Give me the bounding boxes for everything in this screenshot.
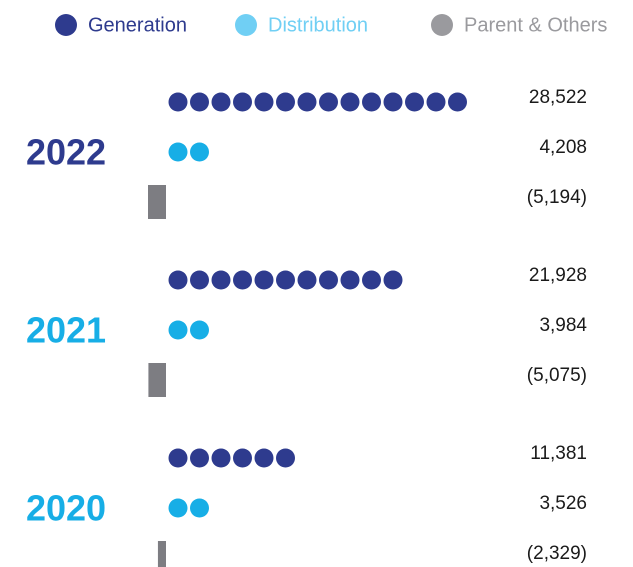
value-label: 3,984 <box>539 315 587 336</box>
dot <box>319 92 338 112</box>
dot <box>190 142 209 162</box>
bar <box>157 541 166 567</box>
legend-swatch <box>235 14 257 36</box>
dot <box>190 92 209 112</box>
value-label: (2,329) <box>527 543 587 564</box>
legend-label: Distribution <box>268 14 368 36</box>
dot <box>319 270 338 290</box>
dot <box>254 448 274 468</box>
dot-row <box>168 320 209 340</box>
dot <box>168 448 188 468</box>
dot <box>168 142 188 162</box>
dot-row <box>168 142 209 162</box>
dot <box>276 92 295 112</box>
dot <box>211 92 231 112</box>
dot <box>233 448 252 468</box>
dot <box>211 448 231 468</box>
value-label: 4,208 <box>539 137 587 158</box>
dot <box>233 92 252 112</box>
legend-item: Distribution <box>235 14 368 36</box>
dot <box>405 92 424 112</box>
legend-item: Parent & Others <box>431 14 607 36</box>
dot-row <box>168 270 403 290</box>
dot <box>362 270 381 290</box>
dot <box>190 270 209 290</box>
legend-label: Generation <box>88 14 187 36</box>
dot <box>383 92 403 112</box>
value-label: (5,075) <box>527 365 587 386</box>
dot <box>383 270 403 290</box>
value-label: 11,381 <box>530 443 587 464</box>
dot <box>448 92 467 112</box>
value-label: (5,194) <box>527 187 587 208</box>
legend-swatch <box>55 14 77 36</box>
dot <box>276 270 295 290</box>
bar <box>148 185 166 219</box>
legend-swatch <box>431 14 453 36</box>
value-label: 3,526 <box>539 493 587 514</box>
dot <box>168 92 188 112</box>
dot <box>426 92 446 112</box>
year-label: 2022 <box>26 132 106 173</box>
legend-item: Generation <box>55 14 187 36</box>
dot <box>362 92 381 112</box>
dot <box>190 448 209 468</box>
dot-row <box>168 448 295 468</box>
dot-row <box>168 498 209 518</box>
dot <box>168 498 188 518</box>
dot <box>297 270 317 290</box>
dot <box>190 320 209 340</box>
dot <box>168 270 188 290</box>
bar <box>148 363 166 397</box>
value-label: 21,928 <box>529 265 587 286</box>
dot <box>211 270 231 290</box>
dot-row <box>168 92 467 112</box>
dot <box>254 92 274 112</box>
dot <box>276 448 295 468</box>
dot <box>168 320 188 340</box>
legend-label: Parent & Others <box>464 14 607 36</box>
dot <box>297 92 317 112</box>
year-label: 2020 <box>26 488 106 529</box>
dot <box>233 270 252 290</box>
value-label: 28,522 <box>529 87 587 108</box>
dot <box>340 270 360 290</box>
year-label: 2021 <box>26 310 106 351</box>
dot <box>190 498 209 518</box>
dot <box>340 92 360 112</box>
dot <box>254 270 274 290</box>
